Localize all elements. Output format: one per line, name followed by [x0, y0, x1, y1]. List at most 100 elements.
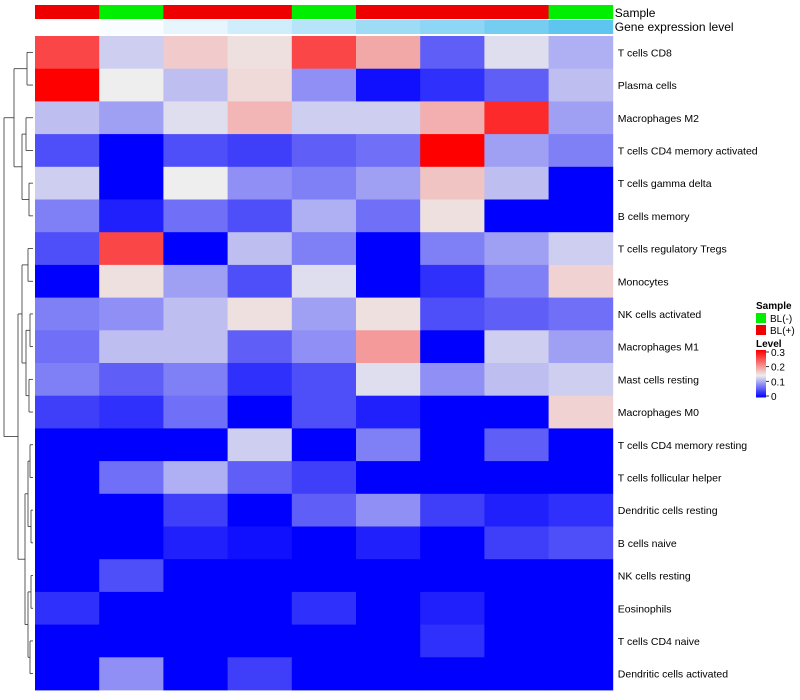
row-label: T cells regulatory Tregs — [618, 244, 727, 256]
heatmap-cell — [99, 591, 164, 625]
legend-colorbar-segment — [756, 391, 766, 393]
heatmap-cell — [35, 330, 100, 364]
heatmap-cell — [420, 559, 485, 593]
row-label: Dendritic cells activated — [618, 669, 728, 681]
legend-colorbar-segment — [756, 358, 766, 360]
heatmap-cell — [420, 36, 485, 70]
row-label: Plasma cells — [618, 80, 677, 92]
legend-colorbar-segment — [756, 375, 766, 378]
heatmap-cell — [548, 559, 614, 593]
legend-colorbar-segment — [756, 371, 766, 373]
heatmap-cell — [548, 428, 614, 462]
heatmap-cell — [484, 526, 549, 560]
legend-level-tick-label: 0 — [771, 392, 777, 403]
heatmap-cell — [356, 559, 421, 593]
heatmap-cell — [420, 68, 485, 102]
row-label: Mast cells resting — [618, 374, 699, 386]
heatmap-cell — [163, 36, 228, 70]
row-label: T cells CD4 memory resting — [618, 440, 747, 452]
heatmap-cell — [291, 395, 357, 429]
heatmap-cell — [291, 363, 357, 397]
heatmap-cell — [227, 199, 293, 233]
legend-colorbar-segment — [756, 350, 766, 352]
legend-sample-label: BL(-) — [770, 314, 792, 325]
heatmap-cell — [291, 624, 357, 658]
heatmap-cell — [227, 493, 293, 527]
legend-colorbar-segment — [756, 394, 766, 397]
heatmap-cell — [484, 68, 549, 102]
heatmap-cell — [291, 330, 357, 364]
heatmap-cell — [420, 526, 485, 560]
legend-colorbar-segment — [756, 387, 766, 390]
sample-annotation-cell — [291, 5, 357, 19]
heatmap-cell — [163, 461, 228, 495]
heatmap-cell — [484, 461, 549, 495]
heatmap-cell — [291, 526, 357, 560]
heatmap-cell — [35, 363, 100, 397]
sample-annotation-cell — [484, 5, 549, 19]
legend-colorbar-segment — [756, 352, 766, 355]
legend-colorbar-segment — [756, 382, 766, 385]
heatmap-cell — [163, 591, 228, 625]
heatmap-cell — [99, 559, 164, 593]
legend-colorbar-segment — [756, 360, 766, 363]
legend-colorbar-segment — [756, 366, 766, 369]
heatmap-cell — [356, 134, 421, 168]
heatmap-cell — [227, 232, 293, 266]
heatmap-cell — [356, 68, 421, 102]
heatmap-cell — [420, 591, 485, 625]
heatmap-cell — [227, 559, 293, 593]
heatmap-cell — [227, 166, 293, 200]
heatmap-cell — [163, 395, 228, 429]
heatmap-cell — [35, 657, 100, 691]
legend: Sample BL(-)BL(+) Level 0.3 0.2 0.1 0 — [756, 301, 795, 403]
heatmap-cell — [99, 526, 164, 560]
heatmap-cell — [163, 363, 228, 397]
heatmap-cell — [548, 461, 614, 495]
row-label: Dendritic cells resting — [618, 505, 718, 517]
heatmap-cell — [548, 526, 614, 560]
row-label: B cells naive — [618, 538, 677, 550]
heatmap-cell — [227, 363, 293, 397]
legend-colorbar-segment — [756, 378, 766, 380]
heatmap-cell — [420, 395, 485, 429]
heatmap-cell — [291, 461, 357, 495]
heatmap-cell — [356, 461, 421, 495]
gene-expression-annotation-cell — [291, 20, 357, 34]
heatmap-cell — [163, 297, 228, 331]
heatmap-cell — [35, 493, 100, 527]
heatmap-cell — [291, 428, 357, 462]
heatmap-cell — [163, 68, 228, 102]
legend-colorbar-segment — [756, 357, 766, 359]
legend-colorbar-segment — [756, 374, 766, 377]
legend-level-ticks: 0.3 0.2 0.1 0 — [766, 348, 785, 403]
heatmap-cell — [420, 330, 485, 364]
heatmap-cell — [548, 232, 614, 266]
gene-expression-annotation-cell — [548, 20, 614, 34]
legend-level-tick-label: 0.3 — [771, 348, 785, 359]
heatmap-cell — [291, 36, 357, 70]
heatmap-cell — [99, 461, 164, 495]
heatmap-cell — [291, 657, 357, 691]
heatmap-cell — [484, 101, 549, 135]
heatmap-cell — [99, 657, 164, 691]
sample-annotation-title: Sample — [615, 6, 656, 20]
heatmap-cell — [356, 297, 421, 331]
heatmap-cell — [484, 591, 549, 625]
heatmap-cell — [35, 591, 100, 625]
heatmap-cell — [291, 297, 357, 331]
heatmap-cell — [356, 232, 421, 266]
heatmap-cell — [356, 199, 421, 233]
heatmap-cell — [99, 330, 164, 364]
legend-sample-title: Sample — [756, 301, 792, 312]
heatmap-cell — [35, 134, 100, 168]
sample-annotation-cell — [420, 5, 485, 19]
row-dendrogram — [3, 51, 33, 675]
row-label: Macrophages M1 — [618, 342, 699, 354]
legend-level-tick-label: 0.1 — [771, 377, 785, 388]
heatmap-cell — [227, 657, 293, 691]
heatmap-cell — [420, 657, 485, 691]
heatmap-cell — [163, 657, 228, 691]
heatmap-cell — [356, 428, 421, 462]
